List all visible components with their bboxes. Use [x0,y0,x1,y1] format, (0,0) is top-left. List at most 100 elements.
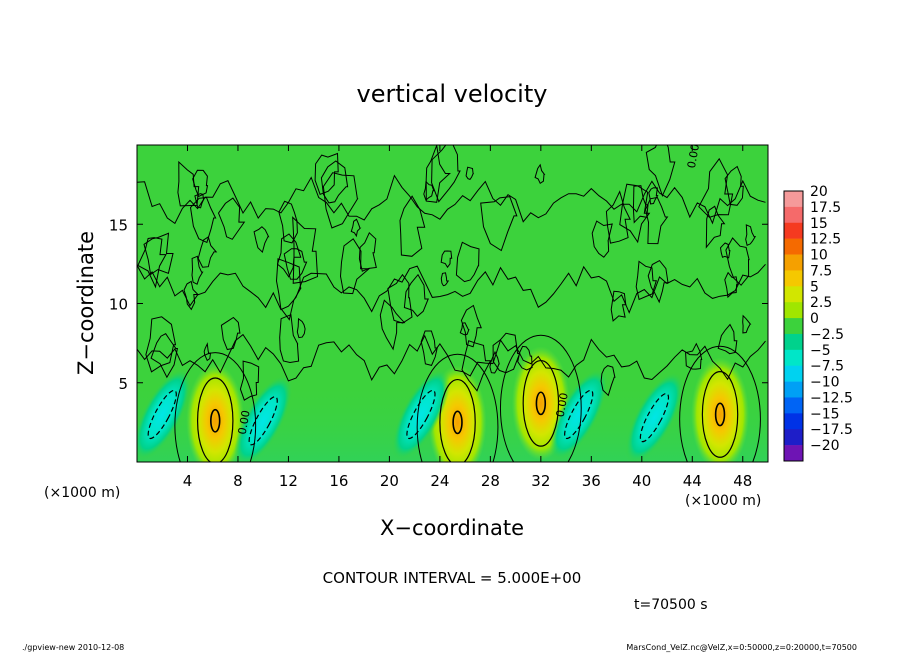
y-tick-label-2: 15 [109,216,128,234]
x-tick-label-6: 28 [481,472,500,490]
colorbar-label-4: 10 [810,248,828,264]
noise-contour-22 [455,241,480,283]
noise-contour-9 [648,187,659,205]
colorbar-label-11: −7.5 [810,359,844,375]
colorbar-label-10: −5 [810,343,831,359]
updraft-contour-outer-1 [439,378,476,462]
noise-contour-4 [220,316,241,351]
updraft-contour-outer-0 [196,377,234,462]
noise-contour-29 [635,260,657,301]
noise-contour-30 [423,180,435,201]
noise-contour-46 [632,185,649,224]
x-tick-label-1: 8 [233,472,243,490]
noise-contour-63 [698,157,734,218]
downdraft-cell-1 [234,375,293,462]
noise-contour-1 [191,255,204,285]
noise-contour-58 [177,160,200,207]
noise-contour-61 [431,145,461,203]
x-tick-label-2: 12 [279,472,298,490]
noise-contour-65 [350,218,362,238]
colorbar-swatch-9 [784,333,803,351]
colorbar-label-6: 5 [810,279,819,295]
colorbar: 2017.51512.5107.552.50−2.5−5−7.5−10−12.5… [783,184,853,462]
x-tick-label-8: 36 [582,472,601,490]
noise-contour-47 [517,345,533,371]
colorbar-label-0: 20 [810,184,828,200]
updraft-contour-inner-2 [535,391,547,416]
colorbar-swatch-8 [784,318,803,335]
meander-contour-2 [137,174,766,225]
colorbar-label-1: 17.5 [810,200,841,216]
noise-contour-20 [217,197,246,240]
contour-label-2: 0.00 [685,143,702,169]
noise-contour-5 [647,259,669,304]
downdraft-cell-2 [391,368,451,461]
noise-contour-27 [719,242,731,259]
noise-contour-0 [440,250,453,269]
updraft-cell-3 [691,357,750,462]
noise-contour-37 [320,160,349,204]
x-unit-left: (×1000 m) [44,485,120,501]
colorbar-swatch-3 [784,238,803,255]
colorbar-swatch-13 [784,397,803,414]
noise-contour-60 [534,163,546,185]
colorbar-swatch-5 [784,270,803,287]
noise-contour-38 [279,313,300,364]
noise-contour-54 [425,145,451,203]
updraft-contour-inner-3 [714,402,726,427]
colorbar-swatch-14 [784,413,803,430]
updraft-contour-outer-3 [701,371,739,458]
contour-label-0: 0.00 [236,409,253,435]
noise-contour-12 [403,273,429,318]
time-label: t=70500 s [634,597,708,613]
downdraft-contour-1 [248,396,278,446]
noise-contour-17 [489,350,500,374]
meander-contour-1 [137,263,766,314]
noise-contour-40 [644,196,669,245]
noise-contour-36 [276,233,302,278]
colorbar-label-5: 7.5 [810,263,832,279]
zero-contour-0 [174,352,257,462]
x-tick-label-11: 48 [733,472,752,490]
noise-contour-21 [492,332,521,374]
colorbar-swatch-6 [784,286,803,303]
noise-contour-11 [705,205,726,249]
noise-contour-55 [314,152,339,195]
colorbar-swatch-4 [784,254,803,271]
colorbar-label-3: 12.5 [810,232,841,248]
noise-contour-14 [725,237,750,286]
noise-contour-51 [600,365,616,397]
zero-contour-3 [679,345,761,462]
noise-contour-69 [143,232,174,276]
footer-left: ./gpview-new 2010-12-08 [22,643,124,652]
noise-contour-42 [197,236,218,268]
noise-contour-57 [724,271,738,299]
x-tick-label-3: 16 [329,472,348,490]
noise-contour-24 [420,330,438,366]
colorbar-swatch-16 [784,445,803,462]
noise-contour-16 [253,226,270,254]
x-tick-label-9: 40 [632,472,651,490]
noise-contour-53 [461,340,492,392]
velocity-field: 0.00 0.00 0.00 [137,143,768,462]
downdraft-cell-3 [549,368,608,461]
colorbar-frame [783,190,804,462]
noise-contour-32 [399,195,426,257]
downdraft-contour-0 [147,389,177,440]
downdraft-contour-4 [639,393,670,443]
downdraft-contour-3 [564,389,594,440]
noise-contour-44 [480,196,518,252]
noise-contour-3 [610,290,627,322]
downdraft-cell-0 [137,368,192,461]
noise-contour-23 [192,169,209,198]
noise-contour-45 [742,314,752,334]
colorbar-label-13: −12.5 [810,390,853,406]
noise-contour-48 [379,299,406,351]
zero-contour-2 [499,334,582,462]
noise-contour-66 [292,216,319,284]
noise-contour-13 [724,165,744,206]
x-tick-label-10: 44 [683,472,702,490]
noise-contour-35 [203,342,212,362]
colorbar-label-2: 15 [810,216,828,232]
